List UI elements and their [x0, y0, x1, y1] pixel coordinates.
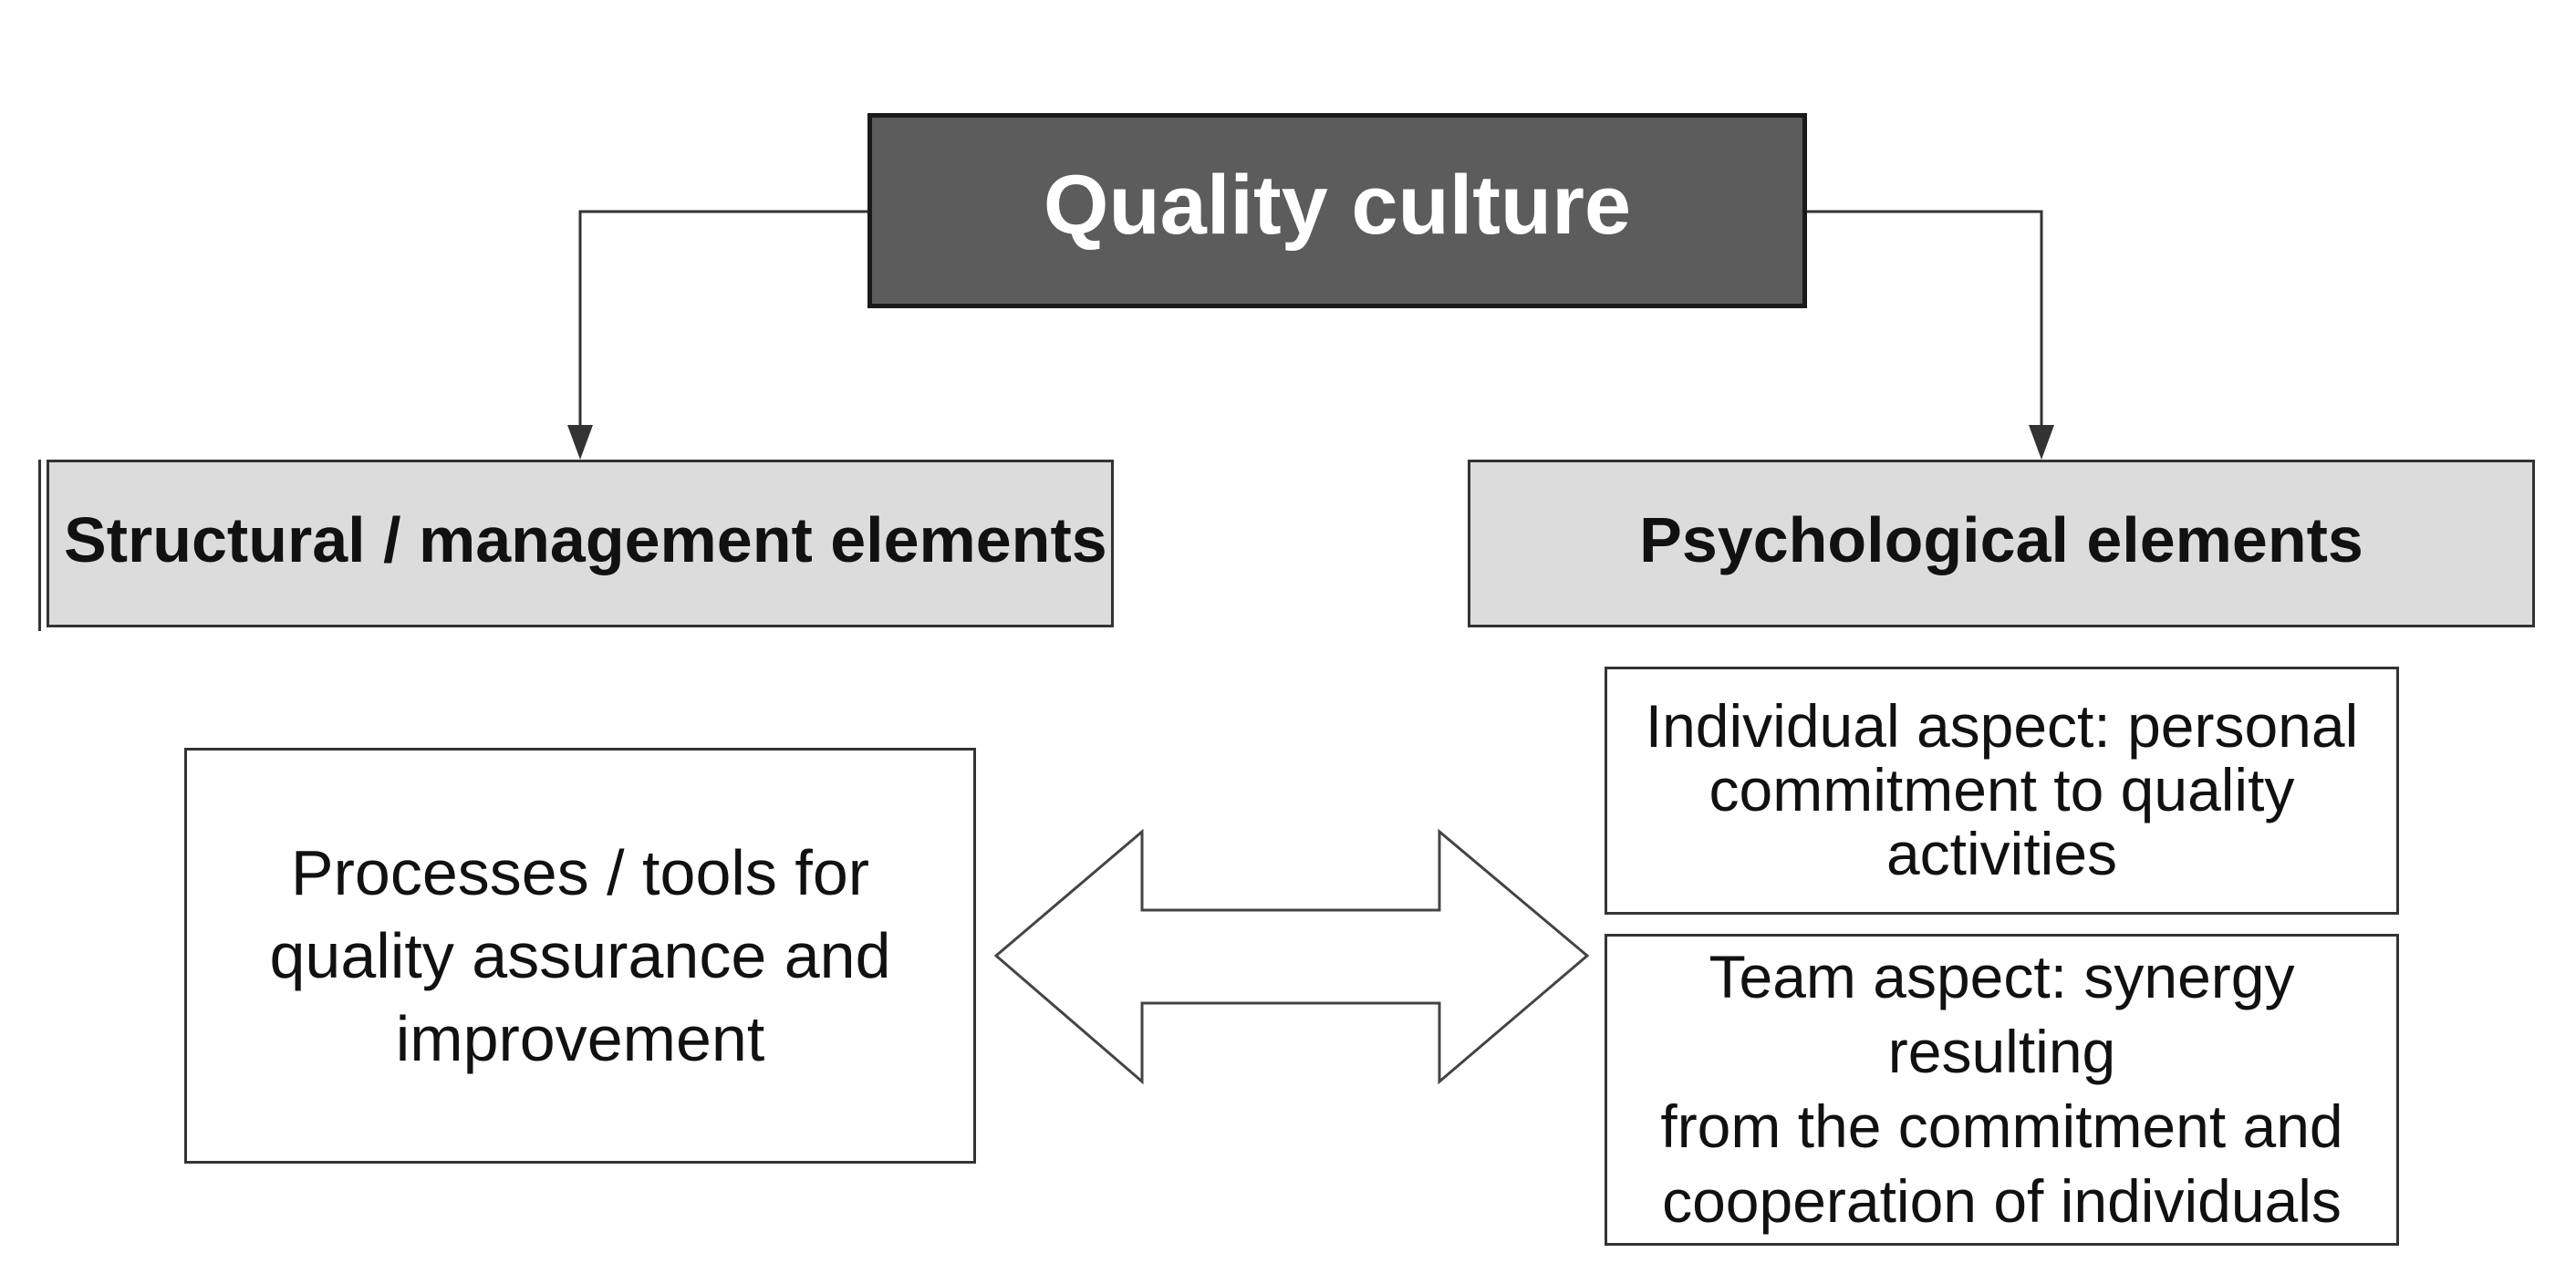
team-aspect-label: Team aspect: synergy resulting from the …	[1660, 943, 2343, 1235]
individual-aspect-label: Individual aspect: personal commitment t…	[1645, 692, 2359, 887]
processes-box: Processes / tools for quality assurance …	[184, 748, 976, 1164]
connector-right	[1807, 210, 2043, 434]
psychological-elements-label: Psychological elements	[1639, 504, 2363, 575]
left-edge-line	[38, 460, 41, 631]
quality-culture-box: Quality culture	[867, 113, 1807, 308]
arrowhead-left	[567, 425, 593, 460]
individual-aspect-box: Individual aspect: personal commitment t…	[1605, 667, 2399, 915]
processes-label: Processes / tools for quality assurance …	[269, 836, 891, 1074]
structural-elements-label: Structural / management elements	[64, 504, 1107, 575]
arrowhead-right	[2029, 425, 2054, 460]
team-aspect-box: Team aspect: synergy resulting from the …	[1605, 934, 2399, 1246]
quality-culture-title: Quality culture	[1043, 158, 1632, 252]
double-arrow-icon	[993, 828, 1590, 1085]
connector-left	[578, 210, 867, 434]
structural-elements-box: Structural / management elements	[47, 460, 1114, 627]
psychological-elements-box: Psychological elements	[1468, 460, 2535, 627]
